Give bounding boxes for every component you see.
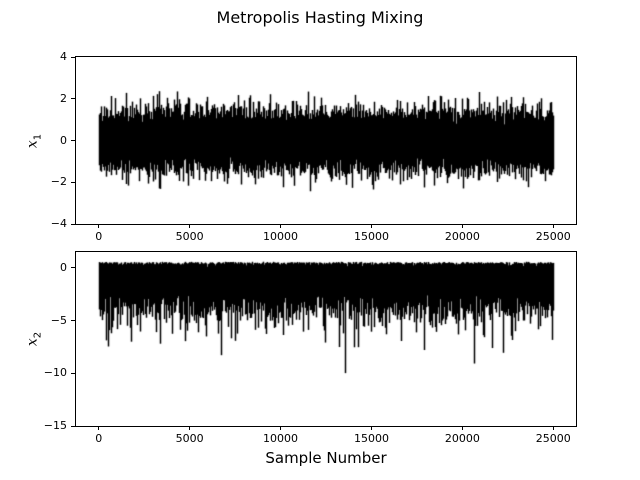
y-tick-mark-x1-trace <box>71 140 75 141</box>
y-tick-label-x1-trace: −2 <box>50 175 67 189</box>
y-axis-label-x1-subscript: 1 <box>32 133 44 141</box>
trace-canvas-x1-trace <box>76 57 576 224</box>
x-tick-label-x2-trace: 10000 <box>263 432 299 445</box>
y-axis-label-x2-base: x <box>24 338 41 347</box>
x-tick-mark-x1-trace <box>189 224 191 228</box>
y-tick-mark-x2-trace <box>71 425 75 427</box>
x-tick-label-x1-trace: 10000 <box>263 230 299 243</box>
x-tick-label-x2-trace: 15000 <box>353 432 389 445</box>
y-axis-label-x2-subscript: 2 <box>32 331 44 339</box>
y-tick-mark-x1-trace <box>71 223 75 225</box>
x-tick-label-x1-trace: 5000 <box>175 230 204 243</box>
y-tick-mark-x1-trace <box>71 181 75 183</box>
y-tick-label-x2-trace: −10 <box>43 366 67 380</box>
y-tick-mark-x1-trace <box>71 98 75 100</box>
y-tick-label-x1-trace: 4 <box>60 50 67 63</box>
trace-canvas-x2-trace <box>76 252 576 426</box>
y-tick-mark-x1-trace <box>71 56 75 58</box>
y-axis-label-x1: x1 <box>25 134 44 148</box>
y-tick-label-x1-trace: 0 <box>60 133 67 147</box>
y-tick-mark-x2-trace <box>71 372 75 374</box>
x-tick-mark-x1-trace <box>280 224 282 228</box>
x-tick-label-x2-trace: 5000 <box>175 432 204 445</box>
y-tick-label-x1-trace: 2 <box>60 91 67 105</box>
y-axis-label-x1-base: x <box>24 140 41 149</box>
x-tick-mark-x1-trace <box>461 224 463 228</box>
x-tick-mark-x2-trace <box>370 426 372 430</box>
x-tick-label-x2-trace: 20000 <box>444 432 480 445</box>
axes-x1-trace <box>75 56 577 225</box>
y-tick-label-x2-trace: 0 <box>60 260 67 274</box>
x-tick-mark-x1-trace <box>370 224 372 228</box>
y-axis-label-x2: x2 <box>25 332 44 346</box>
y-tick-mark-x2-trace <box>71 320 75 322</box>
x-tick-mark-x2-trace <box>189 426 191 430</box>
x-tick-label-x2-trace: 25000 <box>535 432 571 445</box>
x-tick-mark-x1-trace <box>98 224 100 228</box>
figure-title: Metropolis Hasting Mixing <box>216 8 424 27</box>
x-tick-label-x1-trace: 25000 <box>535 230 571 243</box>
x-tick-mark-x2-trace <box>98 426 100 430</box>
y-tick-label-x2-trace: −5 <box>50 313 67 327</box>
x-tick-label-x1-trace: 0 <box>95 230 103 243</box>
x-tick-mark-x2-trace <box>280 426 282 430</box>
x-tick-mark-x1-trace <box>552 224 554 228</box>
y-tick-label-x2-trace: −15 <box>43 419 67 432</box>
y-tick-mark-x2-trace <box>71 267 75 269</box>
x-tick-label-x2-trace: 0 <box>95 432 103 445</box>
x-tick-label-x1-trace: 20000 <box>444 230 480 243</box>
x-tick-mark-x2-trace <box>461 426 463 430</box>
x-axis-label: Sample Number <box>265 449 387 467</box>
x-tick-label-x1-trace: 15000 <box>353 230 389 243</box>
axes-x2-trace <box>75 251 577 427</box>
y-tick-label-x1-trace: −4 <box>50 217 67 230</box>
x-tick-mark-x2-trace <box>552 426 554 430</box>
